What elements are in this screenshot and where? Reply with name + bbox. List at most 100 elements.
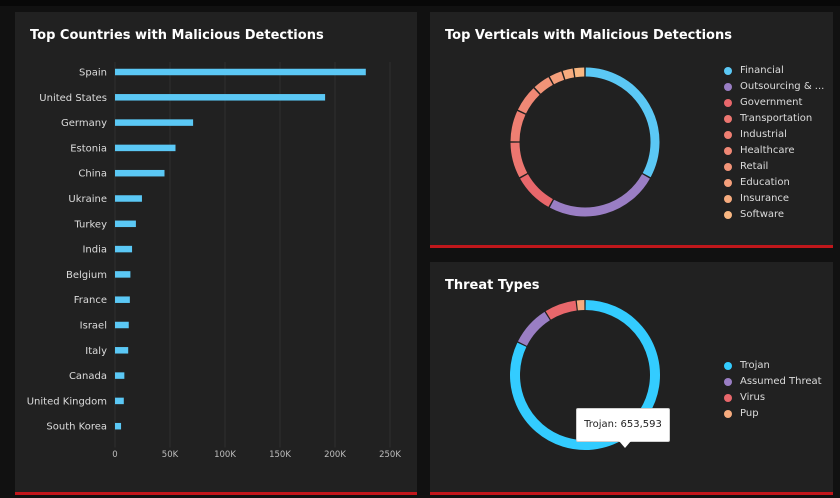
- country-bar[interactable]: [115, 321, 129, 329]
- country-bar[interactable]: [115, 220, 136, 228]
- verticals-accent-line: [430, 245, 833, 248]
- countries-accent-line: [15, 492, 417, 495]
- legend-dot: [724, 115, 732, 123]
- x-tick-label: 0: [112, 450, 117, 460]
- legend-label: Outsourcing & ...: [740, 81, 825, 92]
- country-label: France: [74, 295, 107, 306]
- legend-label: Government: [740, 97, 803, 108]
- legend-item[interactable]: Retail: [724, 159, 824, 175]
- legend-item[interactable]: Healthcare: [724, 143, 824, 159]
- verticals-donut-chart: [510, 67, 660, 217]
- country-label: Belgium: [66, 270, 107, 281]
- tooltip-arrow: [619, 441, 631, 448]
- legend-item[interactable]: Assumed Threat: [724, 374, 822, 390]
- legend-label: Insurance: [740, 193, 790, 204]
- donut-slice[interactable]: [517, 311, 551, 347]
- x-tick-label: 250K: [379, 450, 401, 460]
- legend-dot: [724, 163, 732, 171]
- legend-dot: [724, 378, 732, 386]
- legend-dot: [724, 67, 732, 75]
- country-bar[interactable]: [115, 347, 129, 354]
- legend-dot: [724, 410, 732, 418]
- donut-slice[interactable]: [574, 67, 585, 78]
- legend-dot: [724, 195, 732, 203]
- legend-item[interactable]: Pup: [724, 406, 822, 422]
- x-tick-label: 150K: [269, 450, 291, 460]
- legend-item[interactable]: Financial: [724, 63, 824, 79]
- x-tick-label: 200K: [324, 450, 346, 460]
- country-bar[interactable]: [115, 372, 125, 379]
- country-label: Estonia: [70, 143, 107, 154]
- legend-item[interactable]: Transportation: [724, 111, 824, 127]
- donut-slice[interactable]: [510, 110, 526, 142]
- country-bar[interactable]: [115, 271, 131, 278]
- country-bar[interactable]: [115, 397, 124, 405]
- countries-title: Top Countries with Malicious Detections: [30, 28, 324, 43]
- legend-label: Transportation: [740, 113, 813, 124]
- country-label: Italy: [85, 346, 107, 357]
- legend-item[interactable]: Industrial: [724, 127, 824, 143]
- country-bar[interactable]: [115, 68, 366, 76]
- legend-label: Financial: [740, 65, 784, 76]
- country-bar[interactable]: [115, 195, 142, 202]
- threats-legend: Trojan Assumed Threat Virus Pup: [724, 358, 822, 422]
- donut-slice[interactable]: [549, 71, 565, 85]
- donut-slice[interactable]: [534, 77, 553, 94]
- donut-slice[interactable]: [585, 67, 660, 178]
- legend-item[interactable]: Outsourcing & ...: [724, 79, 824, 95]
- legend-item[interactable]: Software: [724, 207, 824, 223]
- country-bar[interactable]: [115, 169, 165, 177]
- legend-item[interactable]: Government: [724, 95, 824, 111]
- legend-label: Assumed Threat: [740, 376, 822, 387]
- country-label: Israel: [80, 321, 107, 332]
- donut-slice[interactable]: [510, 142, 528, 178]
- legend-label: Education: [740, 177, 790, 188]
- legend-dot: [724, 179, 732, 187]
- legend-item[interactable]: Education: [724, 175, 824, 191]
- threats-panel: Threat Types Trojan Assumed Threat Virus Pu…: [430, 262, 833, 495]
- legend-item[interactable]: Virus: [724, 390, 822, 406]
- countries-bar-chart: 0 50K 100K 150K 200K 250K Spain United States Ge…: [27, 62, 401, 460]
- country-bar[interactable]: [115, 296, 130, 303]
- x-tick-label: 50K: [162, 450, 179, 460]
- verticals-legend: Financial Outsourcing & ... Government Tran…: [724, 63, 824, 223]
- country-label: Turkey: [73, 219, 107, 230]
- country-label: India: [82, 245, 107, 256]
- threats-title: Threat Types: [445, 278, 540, 293]
- threats-accent-line: [430, 492, 833, 495]
- country-bar[interactable]: [115, 119, 194, 126]
- legend-dot: [724, 211, 732, 219]
- legend-dot: [724, 362, 732, 370]
- donut-slice[interactable]: [562, 68, 575, 80]
- country-bar[interactable]: [115, 144, 176, 152]
- trojan-tooltip: Trojan: 653,593: [576, 408, 670, 448]
- legend-dot: [724, 394, 732, 402]
- country-label: United States: [39, 93, 107, 104]
- country-bar[interactable]: [115, 94, 326, 101]
- country-bar[interactable]: [115, 245, 133, 253]
- verticals-panel: Top Verticals with Malicious Detections …: [430, 12, 833, 248]
- donut-slice[interactable]: [517, 88, 540, 114]
- donut-slice[interactable]: [545, 300, 577, 320]
- country-bar[interactable]: [115, 422, 122, 430]
- legend-label: Trojan: [740, 360, 770, 371]
- legend-item[interactable]: Trojan: [724, 358, 822, 374]
- country-label: Germany: [61, 118, 107, 129]
- legend-item[interactable]: Insurance: [724, 191, 824, 207]
- countries-panel: Top Countries with Malicious Detections …: [15, 12, 417, 495]
- legend-label: Retail: [740, 161, 769, 172]
- donut-slice[interactable]: [549, 174, 650, 217]
- country-label: United Kingdom: [27, 396, 107, 407]
- country-label: Ukraine: [68, 194, 107, 205]
- legend-dot: [724, 131, 732, 139]
- tooltip-text: Trojan: 653,593: [584, 419, 662, 430]
- country-label: Spain: [79, 68, 107, 79]
- country-label: China: [78, 169, 107, 180]
- legend-label: Software: [740, 209, 785, 220]
- donut-slice[interactable]: [520, 174, 553, 207]
- legend-label: Industrial: [740, 129, 787, 140]
- country-label: South Korea: [46, 422, 107, 433]
- legend-dot: [724, 99, 732, 107]
- legend-dot: [724, 147, 732, 155]
- x-tick-label: 100K: [214, 450, 236, 460]
